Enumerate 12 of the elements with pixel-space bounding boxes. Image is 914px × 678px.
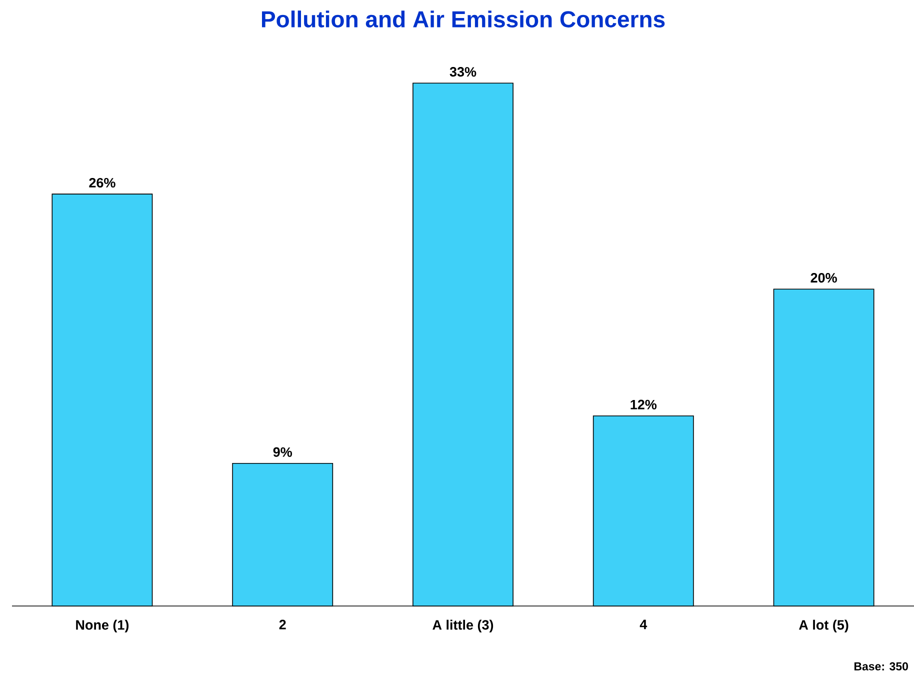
text: Base: 350 <box>854 662 908 670</box>
data-label: 9% <box>273 447 292 457</box>
x-tick-label: None (1) <box>76 620 129 632</box>
data-label: 26% <box>89 178 116 188</box>
x-tick-label: A little (3) <box>432 620 494 632</box>
chart-title: Pollution and Air Emission Concerns <box>262 10 665 28</box>
data-label: 33% <box>450 67 476 77</box>
x-tick-label: 2 <box>279 620 286 630</box>
x-tick-label: A lot (5) <box>799 620 848 632</box>
data-label: 20% <box>810 273 837 283</box>
data-label: 12% <box>630 400 657 410</box>
x-tick-label: 4 <box>640 620 648 630</box>
